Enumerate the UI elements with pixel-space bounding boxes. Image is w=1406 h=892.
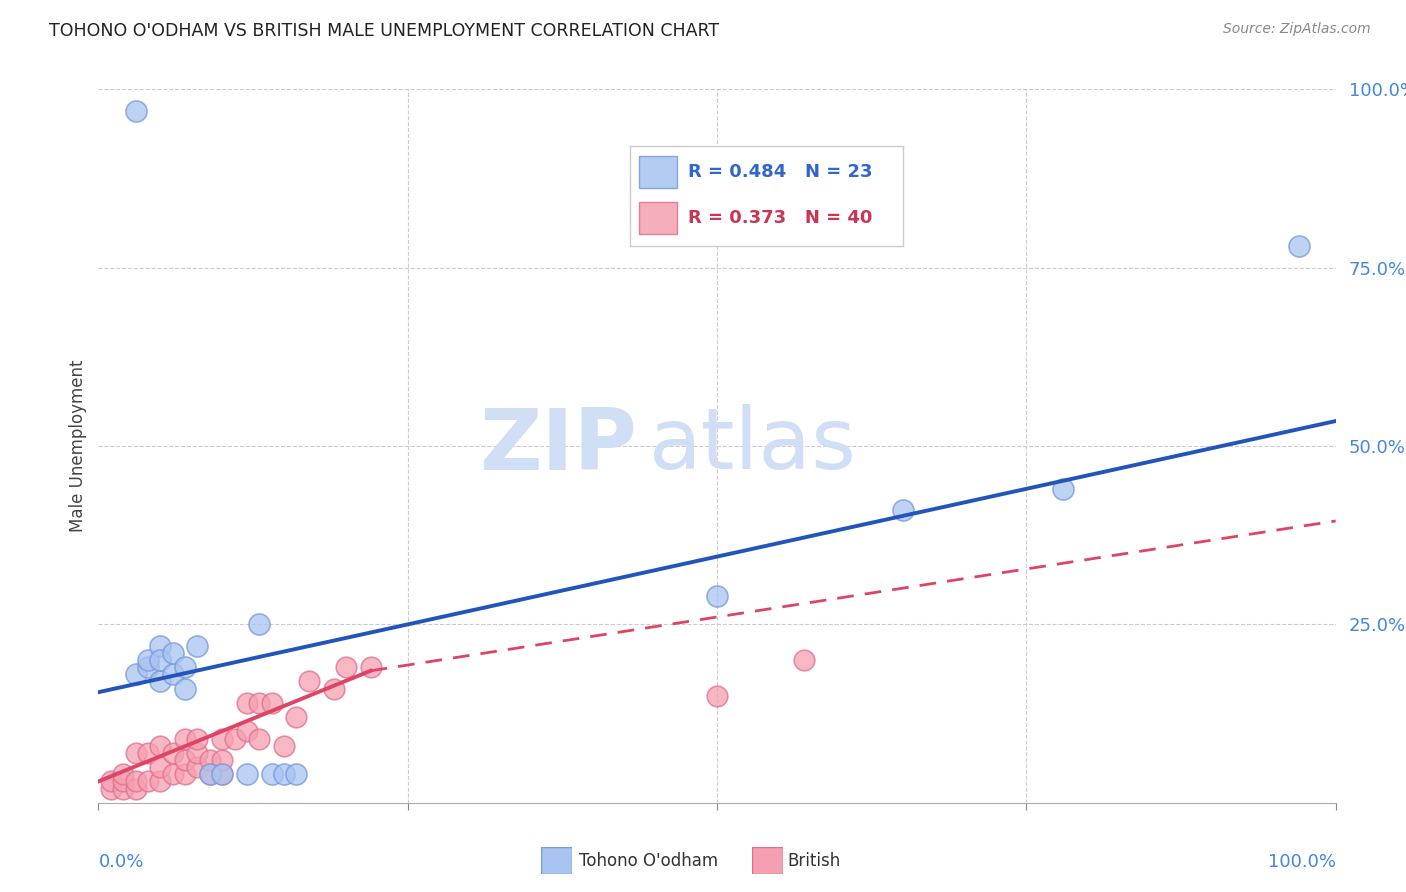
Point	[247, 731, 270, 746]
Point	[891, 503, 914, 517]
Point	[174, 767, 197, 781]
Point	[162, 767, 184, 781]
Point	[162, 746, 184, 760]
Y-axis label: Male Unemployment: Male Unemployment	[69, 359, 87, 533]
Point	[236, 724, 259, 739]
Point	[174, 660, 197, 674]
Point	[198, 753, 221, 767]
Text: Source: ZipAtlas.com: Source: ZipAtlas.com	[1223, 22, 1371, 37]
Text: atlas: atlas	[650, 404, 858, 488]
Point	[124, 774, 146, 789]
Point	[236, 696, 259, 710]
Point	[149, 653, 172, 667]
Point	[211, 753, 233, 767]
Text: 0.0%: 0.0%	[98, 853, 143, 871]
Point	[174, 731, 197, 746]
Point	[793, 653, 815, 667]
Point	[186, 639, 208, 653]
Text: R = 0.373   N = 40: R = 0.373 N = 40	[688, 210, 872, 227]
Text: British: British	[787, 852, 841, 870]
Point	[247, 696, 270, 710]
Point	[136, 746, 159, 760]
Text: TOHONO O'ODHAM VS BRITISH MALE UNEMPLOYMENT CORRELATION CHART: TOHONO O'ODHAM VS BRITISH MALE UNEMPLOYM…	[49, 22, 720, 40]
Point	[124, 667, 146, 681]
Point	[198, 767, 221, 781]
Point	[174, 681, 197, 696]
Point	[211, 731, 233, 746]
Point	[186, 746, 208, 760]
Point	[112, 781, 135, 796]
Point	[260, 767, 283, 781]
Point	[224, 731, 246, 746]
Text: 100.0%: 100.0%	[1268, 853, 1336, 871]
Point	[211, 767, 233, 781]
Point	[174, 753, 197, 767]
Point	[247, 617, 270, 632]
Point	[186, 760, 208, 774]
FancyBboxPatch shape	[638, 156, 676, 188]
Point	[706, 589, 728, 603]
Text: Tohono O'odham: Tohono O'odham	[579, 852, 718, 870]
Point	[149, 674, 172, 689]
Point	[162, 667, 184, 681]
Point	[1288, 239, 1310, 253]
Point	[198, 767, 221, 781]
Point	[124, 746, 146, 760]
Point	[136, 660, 159, 674]
Point	[149, 639, 172, 653]
Point	[260, 696, 283, 710]
Text: ZIP: ZIP	[479, 404, 637, 488]
Point	[360, 660, 382, 674]
Text: R = 0.484   N = 23: R = 0.484 N = 23	[688, 163, 872, 181]
Point	[149, 760, 172, 774]
Point	[149, 739, 172, 753]
Point	[136, 653, 159, 667]
Point	[298, 674, 321, 689]
Point	[236, 767, 259, 781]
Point	[149, 774, 172, 789]
Point	[100, 774, 122, 789]
Point	[335, 660, 357, 674]
Point	[136, 774, 159, 789]
Point	[124, 781, 146, 796]
Point	[706, 689, 728, 703]
Point	[124, 103, 146, 118]
Point	[273, 767, 295, 781]
Point	[112, 767, 135, 781]
Point	[285, 767, 308, 781]
FancyBboxPatch shape	[638, 202, 676, 235]
Point	[322, 681, 344, 696]
Point	[1052, 482, 1074, 496]
Point	[112, 774, 135, 789]
Point	[100, 781, 122, 796]
Point	[285, 710, 308, 724]
Point	[211, 767, 233, 781]
Point	[273, 739, 295, 753]
Point	[186, 731, 208, 746]
Point	[162, 646, 184, 660]
